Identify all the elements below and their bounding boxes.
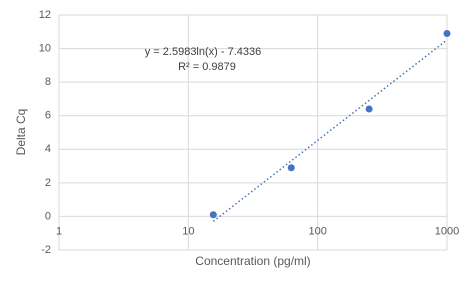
y-tick-label: 0: [45, 210, 51, 222]
y-tick-label: 2: [45, 177, 51, 189]
trendline-equation: y = 2.5983ln(x) - 7.4336: [145, 46, 262, 58]
y-tick-label: 12: [39, 9, 51, 21]
x-tick-label: 10: [182, 225, 194, 237]
y-axis-title: Delta Cq: [14, 109, 28, 156]
x-tick-label: 1000: [435, 225, 459, 237]
point: [443, 29, 451, 37]
y-tick-label: 6: [45, 110, 51, 122]
x-axis-title: Concentration (pg/ml): [195, 254, 310, 268]
trendline: [212, 39, 448, 222]
trendline-r-squared: R² = 0.9879: [178, 61, 236, 73]
y-tick-label: -2: [41, 244, 51, 256]
point: [365, 105, 373, 113]
point: [209, 211, 217, 219]
grid: -2 0 2 4 6 8 10 12 1 10 100 1000: [39, 9, 459, 256]
point: [287, 164, 295, 172]
y-tick-label: 10: [39, 42, 51, 54]
x-tick-label: 1: [56, 225, 62, 237]
x-tick-label: 100: [308, 225, 326, 237]
marks: [209, 29, 451, 222]
y-tick-label: 8: [45, 76, 51, 88]
y-tick-label: 4: [45, 143, 51, 155]
